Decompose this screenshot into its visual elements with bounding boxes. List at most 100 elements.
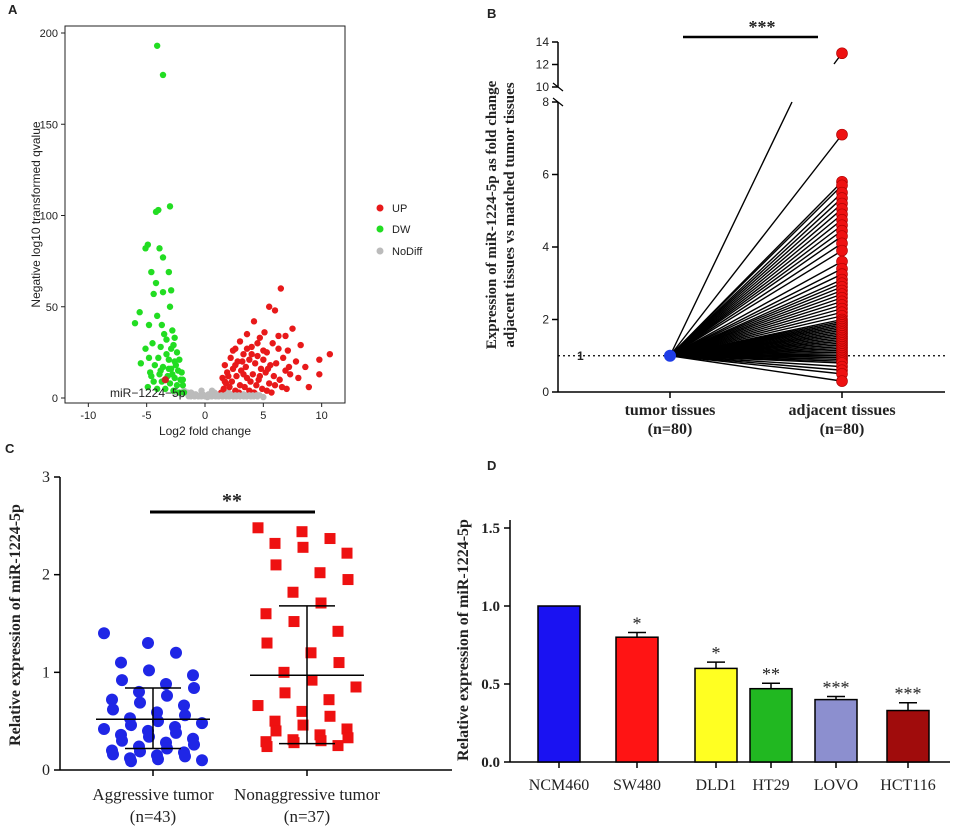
- panel-c-nonaggressive-point: [261, 637, 273, 649]
- panel-a-point-dw: [170, 387, 177, 394]
- panel-a-point-up: [271, 307, 279, 314]
- panel-b-pair-line: [669, 355, 843, 382]
- panel-a-point-dw: [142, 345, 149, 352]
- panel-a-point-dw: [179, 376, 187, 383]
- panel-a-point-dw: [153, 42, 161, 49]
- panel-a-highlight-point: [161, 376, 169, 384]
- panel-a-point-dw: [166, 303, 174, 310]
- panel-a-point-dw: [159, 254, 167, 261]
- panel-a-point-up: [239, 358, 246, 365]
- panel-c-aggressive-point: [187, 669, 199, 682]
- panel-d-category-label: NCM460: [529, 777, 589, 794]
- panel-a-point-up: [226, 383, 233, 391]
- panel-a-point-dw: [173, 382, 181, 389]
- panel-d-ytick-label: 0.5: [481, 677, 500, 693]
- panel-c-nonaggressive-point: [296, 705, 308, 717]
- panel-c-aggressive-point: [160, 678, 172, 691]
- panel-c-aggressive-point: [107, 703, 119, 716]
- panel-a-ytick-label: 100: [40, 211, 58, 223]
- panel-a-point-up: [256, 334, 264, 341]
- panel-d-significance: *: [633, 614, 642, 634]
- panel-a-legend-swatch: [376, 225, 384, 233]
- panel-a-point-dw: [136, 309, 143, 316]
- panel-a-point-up: [257, 365, 265, 372]
- panel-a-xtick-label: -10: [80, 410, 96, 422]
- panel-a-point-dw: [142, 245, 149, 252]
- panel-a-point-up: [265, 380, 273, 387]
- panel-c-ytick-label: 0: [42, 762, 50, 779]
- panel-a-annotation: miR−1224−5p: [110, 386, 186, 400]
- panel-c-aggressive-point: [106, 693, 118, 706]
- panel-a-point-dw: [145, 321, 153, 329]
- panel-a-point-dw: [152, 208, 160, 216]
- panel-b-adjacent-point: [836, 47, 848, 60]
- panel-c-ylabel: Relative expression of miR-1224-5p: [7, 504, 24, 746]
- panel-a-point-dw: [176, 356, 183, 363]
- panel-b-pair-line: [669, 273, 843, 357]
- panel-d-significance: ***: [895, 684, 922, 704]
- panel-a-point-up: [316, 371, 323, 378]
- panel-a-point-up: [221, 361, 229, 369]
- panel-c-nonaggressive-point: [342, 732, 354, 744]
- panel-c-nonaggressive-point: [314, 567, 326, 579]
- panel-b-pair-line: [669, 235, 843, 357]
- panel-a-point-up: [302, 363, 309, 371]
- panel-c-nonaggressive-point: [314, 729, 326, 741]
- panel-a-point-dw: [137, 360, 145, 367]
- panel-a-point-up: [246, 356, 253, 363]
- panel-a-point-up: [272, 360, 280, 367]
- panel-c-nonaggressive-point: [342, 574, 354, 586]
- panel-d-significance: **: [762, 664, 780, 684]
- panel-c-aggressive-point: [125, 719, 137, 732]
- panel-d-significance: *: [712, 643, 721, 663]
- panel-c-nonaggressive-point: [350, 681, 362, 693]
- panel-b-category-n: (n=80): [648, 421, 693, 438]
- panel-a-legend-swatch: [376, 247, 384, 255]
- panel-a-point-dw: [165, 268, 173, 276]
- panel-c-aggressive-point: [151, 706, 163, 719]
- panel-b-ylabel-line1: Expression of miR-1224-5p as fold change: [484, 80, 500, 349]
- panel-c-aggressive-point: [116, 734, 128, 747]
- panel-c-nonaggressive-point: [270, 559, 282, 571]
- panel-c-nonaggressive-point: [278, 666, 290, 678]
- panel-d-ytick-label: 1.5: [481, 521, 500, 537]
- panel-b-significance: ***: [749, 17, 776, 37]
- panel-a-point-dw: [166, 203, 174, 210]
- panel-b-ytick-label: 8: [542, 95, 549, 109]
- panel-a-point-up: [286, 371, 294, 378]
- panel-c-significance: **: [222, 490, 242, 512]
- panel-d-label: D: [487, 458, 496, 473]
- panel-c-aggressive-point: [161, 689, 173, 702]
- panel-a-point-up: [270, 372, 278, 380]
- panel-a-legend-label: UP: [392, 203, 407, 215]
- panel-c-aggressive-point: [107, 748, 119, 761]
- panel-d-ylabel: Relative expression of miR-1224-5p: [455, 519, 472, 761]
- panel-a-point-up: [284, 347, 292, 354]
- panel-a-point-up: [233, 372, 240, 380]
- panel-a-point-up: [256, 372, 264, 380]
- panel-c-category-label: Nonaggressive tumor: [234, 785, 380, 804]
- panel-a-point-up: [221, 378, 229, 385]
- panel-c-aggressive-point: [188, 681, 200, 694]
- panel-c-aggressive-point: [142, 637, 154, 650]
- panel-c-aggressive-point: [116, 674, 128, 687]
- panel-b-ytick-label: 14: [536, 35, 550, 49]
- panel-a-point-dw: [144, 383, 152, 391]
- panel-a-point-up: [326, 351, 334, 358]
- panel-a-point-dw: [151, 361, 159, 369]
- panel-a-point-up: [264, 365, 272, 372]
- panel-a-point-up: [295, 374, 302, 382]
- panel-b-pair-line: [669, 134, 843, 357]
- panel-a-point-up: [279, 354, 287, 362]
- panel-a-point-dw: [167, 287, 175, 294]
- panel-b-tumor-point: [664, 349, 676, 362]
- panel-d-ytick-label: 1.0: [481, 599, 500, 615]
- panel-c-nonaggressive-point: [269, 537, 281, 549]
- panel-c-nonaggressive-point: [287, 586, 299, 598]
- panel-a-point-up: [248, 351, 255, 358]
- panel-d-bar: [886, 709, 930, 763]
- panel-c-nonaggressive-point: [324, 710, 336, 722]
- panel-a-point-up: [225, 372, 232, 380]
- panel-c-aggressive-point: [178, 699, 190, 712]
- panel-a-point-dw: [158, 321, 166, 329]
